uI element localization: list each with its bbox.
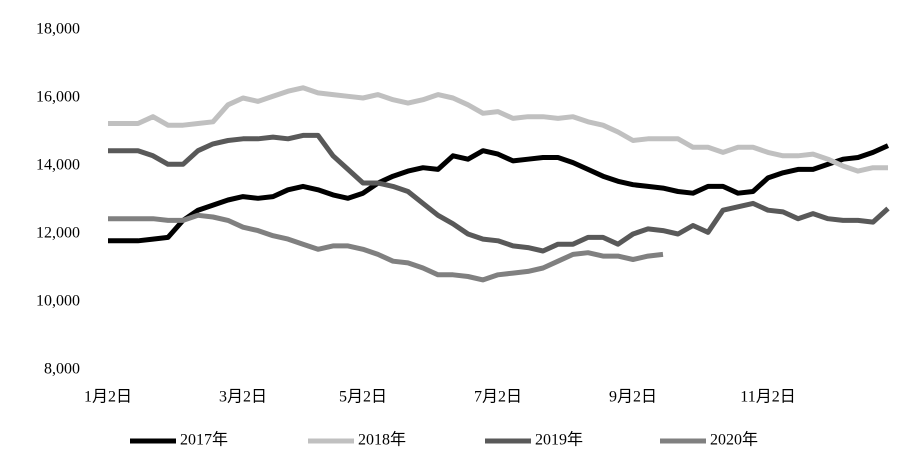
legend-label: 2019年: [535, 431, 583, 449]
x-tick-label: 1月2日: [84, 389, 132, 406]
series-line: [108, 132, 890, 254]
series-line: [108, 85, 888, 174]
y-tick-label: 14,000: [36, 157, 80, 174]
x-tick-label: 5月2日: [339, 389, 387, 406]
y-tick-label: 10,000: [36, 293, 80, 310]
y-tick-label: 16,000: [36, 89, 80, 106]
x-tick-label: 9月2日: [609, 389, 657, 406]
y-tick-label: 18,000: [36, 21, 80, 38]
x-tick-label: 3月2日: [219, 389, 267, 406]
series-line: [108, 212, 664, 283]
legend-label: 2020年: [710, 431, 758, 449]
y-tick-label: 12,000: [36, 225, 80, 242]
y-tick-label: 8,000: [44, 361, 80, 378]
legend-label: 2018年: [358, 431, 406, 449]
series-line: [108, 143, 890, 244]
x-tick-label: 11月2日: [740, 389, 795, 406]
x-tick-label: 7月2日: [474, 389, 522, 406]
legend-label: 2017年: [180, 431, 228, 449]
